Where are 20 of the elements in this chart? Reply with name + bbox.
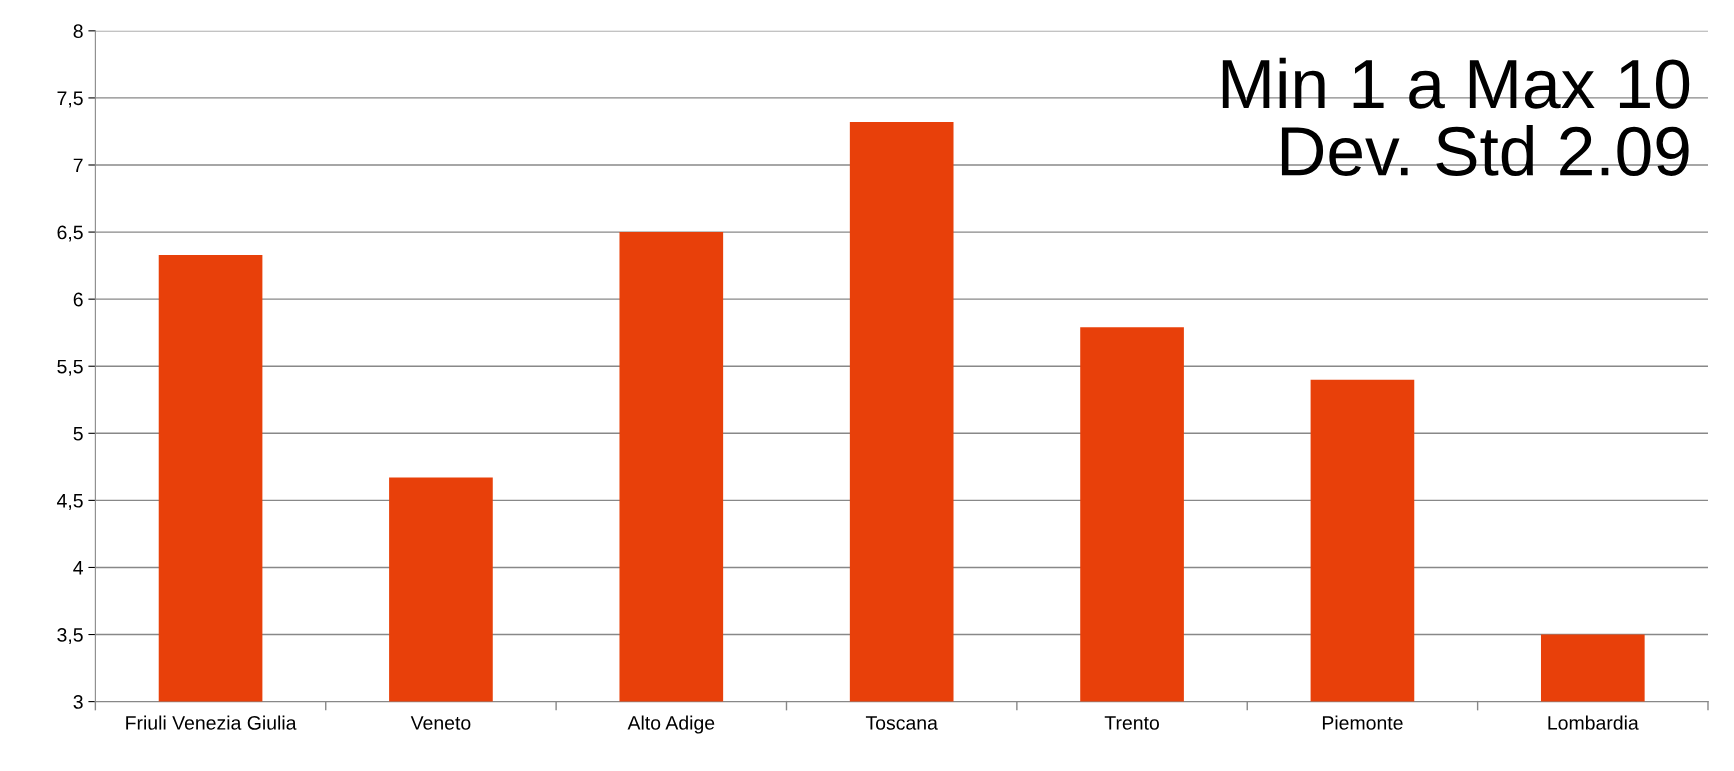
annotation: Dev. Std 2.09 bbox=[1281, 124, 1689, 176]
x-tick-label: Friuli Venezia Giulia bbox=[126, 715, 297, 730]
y-tick-label: 6 bbox=[73, 292, 83, 307]
y-tick-label: 7 bbox=[73, 158, 83, 173]
y-tick-label: 7,5 bbox=[57, 91, 83, 108]
y-tick-label: 8 bbox=[73, 24, 83, 39]
y-tick-label: 5,5 bbox=[57, 359, 83, 376]
x-tick-label: Alto Adige bbox=[627, 715, 715, 734]
y-tick-label: 5 bbox=[73, 426, 83, 441]
y-tick-label: 3,5 bbox=[57, 628, 83, 645]
y-tick-label: 3 bbox=[73, 695, 83, 709]
y-tick-label: 4,5 bbox=[56, 494, 83, 510]
x-tick-label: Veneto bbox=[410, 716, 471, 730]
y-tick-label: 4 bbox=[73, 561, 83, 575]
x-tick-label: Toscana bbox=[865, 716, 938, 730]
x-tick-label: Lombardia bbox=[1548, 715, 1639, 730]
y-tick-label: 6,5 bbox=[57, 225, 83, 242]
x-tick-label: Trento bbox=[1104, 716, 1159, 730]
x-tick-label: Piemonte bbox=[1322, 715, 1403, 730]
annotation: Min 1 a Max 10 bbox=[1222, 57, 1690, 109]
